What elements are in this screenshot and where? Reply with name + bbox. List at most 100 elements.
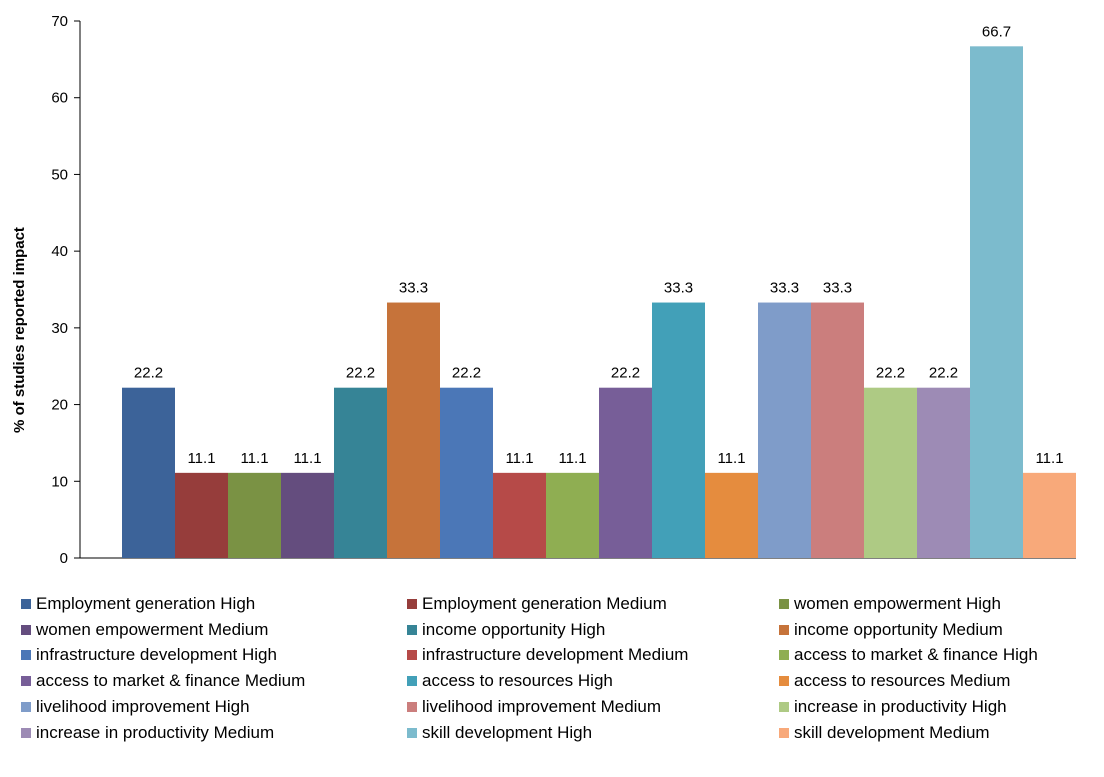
chart-area: 0 10 20 30 40 50 60 70 22.2 11.1 11.1 11.1 22.2 33.3… [0, 0, 1104, 580]
legend-label: infrastructure development High [36, 643, 277, 667]
legend-label: skill development Medium [794, 721, 990, 745]
y-tick-label: 60 [51, 90, 68, 107]
bar [334, 388, 387, 558]
bar [175, 473, 228, 558]
data-label: 22.2 [929, 365, 958, 382]
legend-swatch [779, 650, 789, 660]
legend-label: women empowerment High [794, 592, 1001, 616]
legend-item: livelihood improvement Medium [407, 695, 661, 719]
data-label: 22.2 [452, 365, 481, 382]
bar [705, 473, 758, 558]
legend-swatch [21, 728, 31, 738]
legend-label: income opportunity Medium [794, 618, 1003, 642]
data-label: 11.1 [187, 450, 215, 467]
legend-swatch [779, 676, 789, 686]
bar [387, 303, 440, 558]
legend-item: increase in productivity High [779, 695, 1007, 719]
data-label: 33.3 [823, 280, 852, 297]
data-label: 22.2 [611, 365, 640, 382]
bar [970, 46, 1023, 558]
legend-label: livelihood improvement Medium [422, 695, 661, 719]
bar [440, 388, 493, 558]
legend-item: skill development Medium [779, 721, 990, 745]
bar [811, 303, 864, 558]
legend-item: income opportunity High [407, 618, 605, 642]
bar [546, 473, 599, 558]
data-label: 11.1 [240, 450, 268, 467]
y-tick-label: 10 [51, 473, 68, 490]
bar [228, 473, 281, 558]
bar [281, 473, 334, 558]
bar [122, 388, 175, 558]
legend-swatch [21, 702, 31, 712]
bar [917, 388, 970, 558]
data-label: 11.1 [717, 450, 745, 467]
legend-item: skill development High [407, 721, 592, 745]
y-tick-label: 50 [51, 166, 68, 183]
legend-item: livelihood improvement High [21, 695, 250, 719]
legend-label: infrastructure development Medium [422, 643, 688, 667]
legend-label: income opportunity High [422, 618, 605, 642]
data-label: 66.7 [982, 23, 1011, 40]
data-label: 11.1 [505, 450, 533, 467]
bar [652, 303, 705, 558]
y-tick-label: 0 [60, 550, 68, 567]
legend-swatch [407, 676, 417, 686]
legend-label: women empowerment Medium [36, 618, 268, 642]
y-axis-title: % of studies reported impact [11, 227, 28, 433]
data-label: 22.2 [134, 365, 163, 382]
legend: Employment generation High Employment gen… [0, 592, 1104, 772]
legend-item: Employment generation High [21, 592, 255, 616]
y-tick-label: 30 [51, 320, 68, 337]
legend-swatch [407, 650, 417, 660]
y-tick-label: 70 [51, 13, 68, 30]
bar [864, 388, 917, 558]
legend-label: skill development High [422, 721, 592, 745]
legend-swatch [779, 728, 789, 738]
legend-item: access to market & finance High [779, 643, 1038, 667]
bar [599, 388, 652, 558]
legend-swatch [407, 599, 417, 609]
bar [758, 303, 811, 558]
data-label: 22.2 [876, 365, 905, 382]
legend-label: increase in productivity Medium [36, 721, 274, 745]
y-tick-label: 20 [51, 397, 68, 414]
legend-item: women empowerment Medium [21, 618, 268, 642]
legend-label: Employment generation High [36, 592, 255, 616]
legend-swatch [407, 625, 417, 635]
legend-item: increase in productivity Medium [21, 721, 274, 745]
data-label: 11.1 [558, 450, 586, 467]
bar-chart: 0 10 20 30 40 50 60 70 22.2 11.1 11.1 11.1 22.2 33.3… [0, 0, 1104, 580]
legend-swatch [21, 599, 31, 609]
data-label: 33.3 [664, 280, 693, 297]
legend-item: women empowerment High [779, 592, 1001, 616]
legend-item: infrastructure development Medium [407, 643, 688, 667]
legend-label: increase in productivity High [794, 695, 1007, 719]
legend-swatch [779, 625, 789, 635]
legend-label: access to market & finance High [794, 643, 1038, 667]
data-label: 33.3 [770, 280, 799, 297]
legend-item: income opportunity Medium [779, 618, 1003, 642]
data-label: 22.2 [346, 365, 375, 382]
data-label: 11.1 [1035, 450, 1063, 467]
data-label: 33.3 [399, 280, 428, 297]
legend-item: infrastructure development High [21, 643, 277, 667]
legend-swatch [21, 625, 31, 635]
bar [493, 473, 546, 558]
data-label: 11.1 [293, 450, 321, 467]
legend-swatch [779, 599, 789, 609]
y-tick-label: 40 [51, 243, 68, 260]
legend-swatch [779, 702, 789, 712]
legend-label: access to resources Medium [794, 669, 1010, 693]
bar [1023, 473, 1076, 558]
legend-label: access to resources High [422, 669, 613, 693]
legend-item: access to resources High [407, 669, 613, 693]
legend-swatch [407, 728, 417, 738]
legend-label: access to market & finance Medium [36, 669, 305, 693]
legend-swatch [21, 676, 31, 686]
legend-label: Employment generation Medium [422, 592, 667, 616]
bar-group [122, 46, 1076, 558]
legend-swatch [407, 702, 417, 712]
legend-item: access to resources Medium [779, 669, 1010, 693]
legend-swatch [21, 650, 31, 660]
